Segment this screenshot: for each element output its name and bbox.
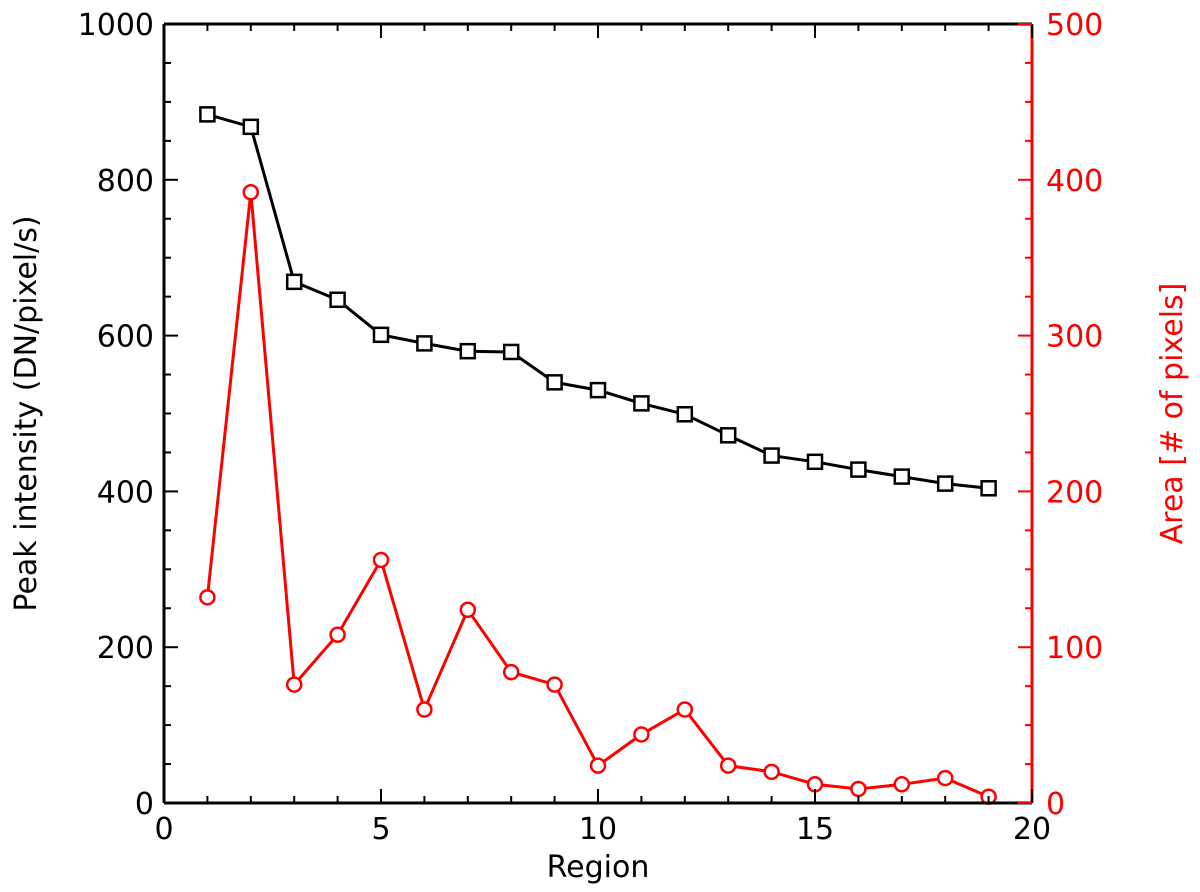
- right-y-tick-label: 200: [1046, 475, 1103, 510]
- series-0-point: [372, 326, 390, 344]
- series-0-point: [459, 342, 477, 360]
- series-1-point: [459, 601, 477, 619]
- chart-axes: 0 5 10 15 2002004006008001000010020030040050…: [78, 8, 1104, 847]
- left-y-tick-label: 400: [97, 475, 154, 510]
- series-1-point: [199, 589, 216, 606]
- series-0-point: [633, 395, 650, 412]
- series-1-point: [416, 701, 433, 718]
- x-tick-label: 10: [579, 812, 617, 847]
- series-0-point: [676, 406, 694, 423]
- left-y-tick-label: 1000: [78, 8, 154, 43]
- series-0-point: [285, 273, 303, 291]
- left-y-axis-title: Peak intensity (DN/pixel/s): [9, 215, 44, 611]
- series-1-point: [329, 626, 346, 643]
- series-1-point: [850, 780, 867, 798]
- series-1-point: [936, 769, 954, 787]
- series-0-line: [206, 112, 989, 490]
- left-y-tick-label: 800: [97, 164, 154, 199]
- x-tick-label: 15: [796, 812, 834, 847]
- series-0-point: [242, 118, 260, 136]
- right-y-tick-label: 500: [1046, 8, 1103, 43]
- x-axis-title: Region: [547, 850, 650, 885]
- series-1-point: [546, 676, 563, 693]
- left-y-tick-label: 600: [97, 320, 154, 355]
- right-y-tick-label: 400: [1046, 164, 1103, 199]
- series-0-point: [589, 381, 607, 399]
- series-0-point: [546, 374, 563, 391]
- right-y-tick-label: 300: [1046, 320, 1103, 355]
- chart-marks: [199, 106, 997, 806]
- series-0-point: [893, 468, 911, 485]
- series-0-point: [806, 453, 824, 471]
- series-1-line: [205, 192, 990, 799]
- series-0-point: [850, 461, 867, 478]
- series-0-point: [763, 447, 780, 464]
- series-0-point: [936, 475, 954, 492]
- series-0-point: [416, 335, 433, 352]
- series-1-point: [719, 757, 737, 774]
- x-tick-label: 20: [1013, 812, 1051, 847]
- series-1-point: [242, 184, 260, 201]
- series-1-point: [372, 551, 390, 569]
- series-0-point: [980, 480, 997, 497]
- series-1-point: [763, 763, 780, 781]
- series-0-point: [502, 343, 520, 361]
- series-1-point: [285, 676, 303, 693]
- series-0-point: [199, 106, 216, 123]
- series-1-point: [676, 701, 694, 718]
- series-1-point: [589, 757, 607, 774]
- x-tick-label: 5: [371, 812, 390, 847]
- right-y-tick-label: 100: [1046, 631, 1103, 666]
- series-0-point: [329, 291, 346, 309]
- left-y-tick-label: 200: [97, 631, 154, 666]
- series-1-point: [893, 776, 911, 793]
- x-tick-label: 0: [154, 812, 173, 847]
- series-1-point: [502, 663, 520, 681]
- series-1-point: [633, 726, 650, 743]
- left-y-tick-label: 0: [135, 787, 154, 822]
- series-0-point: [719, 427, 737, 444]
- right-y-axis-title: Area [# of pixels]: [1155, 283, 1190, 545]
- right-y-tick-label: 0: [1046, 787, 1065, 822]
